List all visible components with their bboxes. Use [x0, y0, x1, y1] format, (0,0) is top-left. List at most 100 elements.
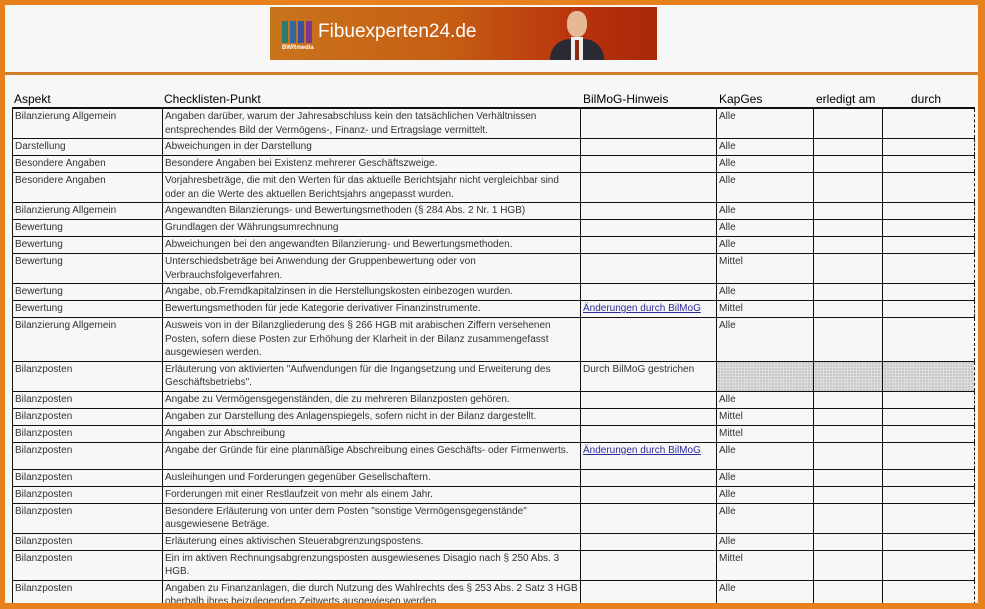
durch-cell[interactable]	[882, 202, 975, 220]
checklist-point-cell: Bewertungsmethoden für jede Kategorie de…	[162, 300, 581, 318]
table-row: Bilanzposten Erläuterung von aktivierten …	[12, 360, 975, 392]
erledigt-am-cell[interactable]	[813, 424, 883, 443]
erledigt-am-cell[interactable]	[813, 468, 883, 487]
checklist-point-cell: Angabe, ob.Fremdkapitalzinsen in die Her…	[162, 283, 581, 301]
durch-cell[interactable]	[882, 107, 975, 139]
table-row: Bilanzposten Angaben zur Darstellung des …	[12, 407, 975, 426]
bilmog-hint-cell: Durch BilMoG gestrichen	[580, 360, 717, 392]
checklist-table: Bilanzierung Allgemein Angaben darüber, w…	[12, 107, 975, 603]
erledigt-am-cell[interactable]	[813, 253, 883, 284]
erledigt-am-cell[interactable]	[813, 532, 883, 551]
checklist-point-cell: Besondere Erläuterung von unter dem Post…	[162, 502, 581, 534]
header-bilmog-hinweis: BilMoG-Hinweis	[583, 92, 669, 106]
erledigt-am-cell[interactable]	[813, 283, 883, 301]
table-row: Bilanzposten Angabe der Gründe für eine p…	[12, 441, 975, 470]
erledigt-am-cell[interactable]	[813, 317, 883, 362]
durch-cell[interactable]	[882, 549, 975, 581]
spreadsheet-page: BWRmedia Fibuexperten24.de Aspekt Checkl…	[5, 5, 978, 603]
erledigt-am-cell[interactable]	[813, 579, 883, 603]
durch-cell[interactable]	[882, 219, 975, 237]
erledigt-am-cell[interactable]	[813, 390, 883, 409]
aspekt-cell: Bewertung	[12, 236, 163, 254]
durch-cell[interactable]	[882, 579, 975, 603]
durch-cell[interactable]	[882, 236, 975, 254]
erledigt-am-cell[interactable]	[813, 300, 883, 318]
table-row: Bilanzposten Angaben zu Finanzanlagen, di…	[12, 579, 975, 603]
table-row: Besondere Angaben Besondere Angaben bei E…	[12, 155, 975, 173]
bilmog-hint-cell	[580, 155, 717, 173]
aspekt-cell: Bilanzierung Allgemein	[12, 202, 163, 220]
erledigt-am-cell[interactable]	[813, 407, 883, 426]
durch-cell[interactable]	[882, 253, 975, 284]
erledigt-am-cell[interactable]	[813, 360, 883, 392]
durch-cell[interactable]	[882, 441, 975, 470]
header-kapges: KapGes	[719, 92, 763, 106]
aspekt-cell: Bilanzposten	[12, 407, 163, 426]
checklist-point-cell: Forderungen mit einer Restlaufzeit von m…	[162, 485, 581, 504]
durch-cell[interactable]	[882, 360, 975, 392]
erledigt-am-cell[interactable]	[813, 502, 883, 534]
aspekt-cell: Bewertung	[12, 253, 163, 284]
erledigt-am-cell[interactable]	[813, 138, 883, 156]
checklist-point-cell: Angabe zu Vermögensgegenständen, die zu …	[162, 390, 581, 409]
bilmog-hint-cell	[580, 236, 717, 254]
bilmog-hint-cell	[580, 219, 717, 237]
durch-cell[interactable]	[882, 468, 975, 487]
table-row: Bewertung Abweichungen bei den angewandte…	[12, 236, 975, 254]
aspekt-cell: Bilanzierung Allgemein	[12, 317, 163, 362]
erledigt-am-cell[interactable]	[813, 485, 883, 504]
publisher-logo-text: BWRmedia	[282, 45, 314, 51]
erledigt-am-cell[interactable]	[813, 549, 883, 581]
header-checklisten-punkt: Checklisten-Punkt	[164, 92, 261, 106]
checklist-point-cell: Erläuterung von aktivierten "Aufwendunge…	[162, 360, 581, 392]
table-row: Bewertung Unterschiedsbeträge bei Anwendu…	[12, 253, 975, 284]
bilmog-link[interactable]: Änderungen durch BilMoG	[580, 441, 717, 470]
kapges-cell: Alle	[716, 317, 814, 362]
header-aspekt: Aspekt	[14, 92, 51, 106]
aspekt-cell: Bilanzposten	[12, 502, 163, 534]
table-row: Bilanzierung Allgemein Angewandten Bilanz…	[12, 202, 975, 220]
fibuexperten-banner[interactable]: BWRmedia Fibuexperten24.de	[270, 7, 657, 60]
erledigt-am-cell[interactable]	[813, 202, 883, 220]
aspekt-cell: Bilanzierung Allgemein	[12, 107, 163, 139]
bilmog-hint-cell	[580, 202, 717, 220]
bilmog-hint-cell	[580, 532, 717, 551]
erledigt-am-cell[interactable]	[813, 155, 883, 173]
aspekt-cell: Bilanzposten	[12, 485, 163, 504]
checklist-point-cell: Abweichungen in der Darstellung	[162, 138, 581, 156]
durch-cell[interactable]	[882, 283, 975, 301]
bilmog-hint-cell	[580, 579, 717, 603]
erledigt-am-cell[interactable]	[813, 236, 883, 254]
kapges-cell	[716, 360, 814, 392]
erledigt-am-cell[interactable]	[813, 219, 883, 237]
header-durch: durch	[911, 92, 942, 106]
durch-cell[interactable]	[882, 390, 975, 409]
checklist-point-cell: Abweichungen bei den angewandten Bilanzi…	[162, 236, 581, 254]
durch-cell[interactable]	[882, 485, 975, 504]
bilmog-hint-cell	[580, 549, 717, 581]
checklist-point-cell: Besondere Angaben bei Existenz mehrerer …	[162, 155, 581, 173]
durch-cell[interactable]	[882, 172, 975, 203]
kapges-cell: Alle	[716, 236, 814, 254]
checklist-point-cell: Ein im aktiven Rechnungsabgrenzungsposte…	[162, 549, 581, 581]
durch-cell[interactable]	[882, 138, 975, 156]
durch-cell[interactable]	[882, 407, 975, 426]
bilmog-hint-cell	[580, 253, 717, 284]
durch-cell[interactable]	[882, 155, 975, 173]
table-row: Bilanzposten Angabe zu Vermögensgegenstän…	[12, 390, 975, 409]
checklist-point-cell: Unterschiedsbeträge bei Anwendung der Gr…	[162, 253, 581, 284]
kapges-cell: Mittel	[716, 407, 814, 426]
bilmog-link[interactable]: Änderungen durch BilMoG	[580, 300, 717, 318]
erledigt-am-cell[interactable]	[813, 107, 883, 139]
durch-cell[interactable]	[882, 424, 975, 443]
bilmog-hint-cell	[580, 390, 717, 409]
durch-cell[interactable]	[882, 502, 975, 534]
header-erledigt-am: erledigt am	[816, 92, 876, 106]
durch-cell[interactable]	[882, 532, 975, 551]
bilmog-hint-cell	[580, 283, 717, 301]
durch-cell[interactable]	[882, 317, 975, 362]
durch-cell[interactable]	[882, 300, 975, 318]
erledigt-am-cell[interactable]	[813, 172, 883, 203]
table-row: Besondere Angaben Vorjahresbeträge, die m…	[12, 172, 975, 203]
erledigt-am-cell[interactable]	[813, 441, 883, 470]
